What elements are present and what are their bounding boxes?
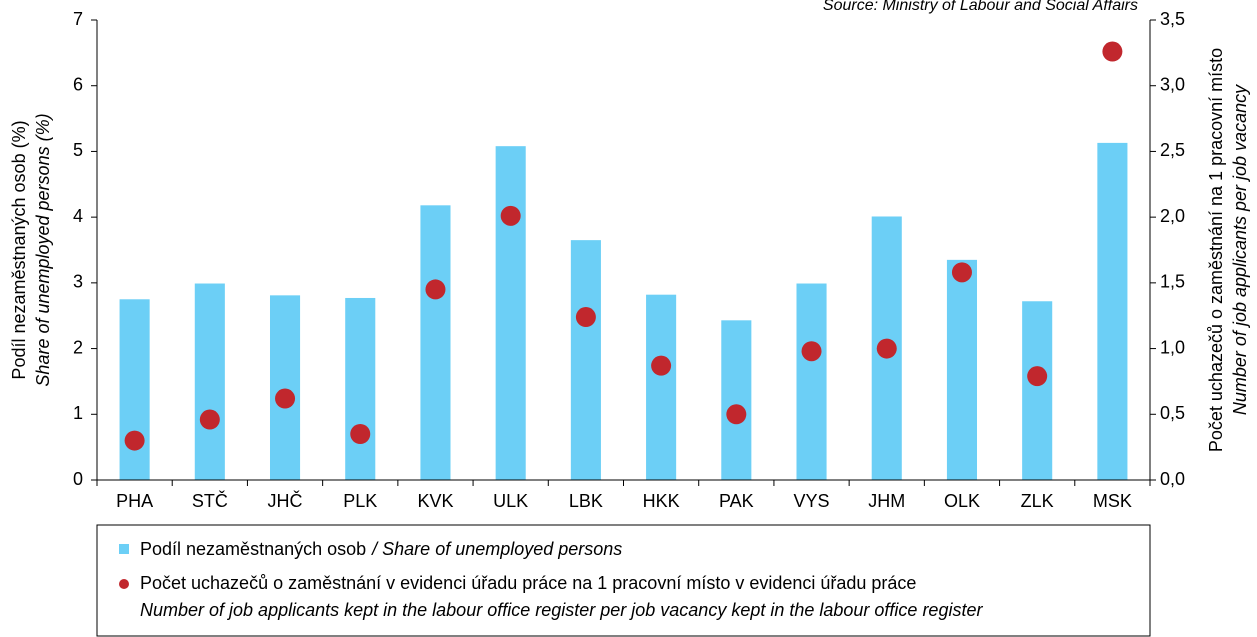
y2-tick-label: 0,5	[1160, 403, 1185, 423]
y-tick-label: 5	[73, 140, 83, 160]
dot	[801, 341, 822, 362]
bar	[646, 294, 677, 480]
x-tick-label: VYS	[794, 491, 830, 511]
bar	[345, 297, 376, 480]
y2-tick-label: 3,0	[1160, 74, 1185, 94]
dot	[350, 424, 371, 444]
bar	[1022, 301, 1053, 480]
dot	[500, 205, 521, 226]
x-tick-label: MSK	[1093, 491, 1132, 511]
dot	[575, 307, 596, 328]
legend-swatch	[119, 544, 129, 554]
bar	[119, 299, 150, 480]
legend-label: Počet uchazečů o zaměstnání v evidenci ú…	[140, 573, 916, 593]
y-tick-label: 7	[73, 9, 83, 29]
x-tick-label: STČ	[192, 490, 228, 511]
y2-tick-label: 2,0	[1160, 206, 1185, 226]
y2-tick-label: 1,5	[1160, 272, 1185, 292]
y-axis-title: Podíl nezaměstnaných osob (%)	[9, 120, 29, 379]
y2-tick-label: 2,5	[1160, 140, 1185, 160]
dot	[876, 338, 897, 359]
legend-marker	[119, 579, 129, 589]
x-tick-label: PLK	[343, 491, 377, 511]
y-tick-label: 0	[73, 469, 83, 489]
x-tick-label: PAK	[719, 491, 754, 511]
x-tick-label: JHM	[868, 491, 905, 511]
x-tick-label: LBK	[569, 491, 603, 511]
bar	[420, 205, 451, 481]
bar	[570, 240, 601, 480]
x-tick-label: ULK	[493, 491, 528, 511]
bar	[194, 283, 225, 480]
y2-axis-title-en: Number of job applicants per job vacancy	[1230, 84, 1250, 415]
dot	[951, 262, 972, 283]
y2-tick-label: 0,0	[1160, 469, 1185, 489]
y-axis-title-en: Share of unemployed persons (%)	[33, 113, 53, 386]
y2-axis-title: Počet uchazečů o zaměstnání na 1 pracovn…	[1206, 48, 1226, 452]
y2-tick-label: 1,0	[1160, 337, 1185, 357]
legend-label-en: / Share of unemployed persons	[370, 539, 622, 559]
y-tick-label: 6	[73, 74, 83, 94]
bar	[495, 146, 526, 480]
x-tick-label: JHČ	[268, 490, 303, 511]
y-tick-label: 3	[73, 272, 83, 292]
dot	[199, 409, 220, 430]
y2-tick-label: 3,5	[1160, 9, 1185, 29]
x-tick-label: OLK	[944, 491, 980, 511]
legend-box	[96, 524, 1151, 637]
bar	[1097, 142, 1128, 480]
bar	[946, 259, 978, 480]
x-tick-label: PHA	[116, 491, 153, 511]
dot	[1102, 41, 1123, 62]
legend-label: Podíl nezaměstnaných osob	[140, 539, 366, 559]
dot	[425, 279, 446, 300]
dot	[275, 388, 296, 409]
x-tick-label: KVK	[417, 491, 453, 511]
x-tick-label: ZLK	[1021, 491, 1054, 511]
bar	[721, 320, 752, 480]
bar	[269, 295, 301, 480]
x-tick-label: HKK	[643, 491, 680, 511]
dot	[124, 430, 145, 451]
legend-label-en: Number of job applicants kept in the lab…	[140, 600, 983, 620]
y-tick-label: 2	[73, 337, 83, 357]
dot	[1027, 366, 1048, 387]
dot	[726, 404, 747, 425]
y-tick-label: 4	[73, 206, 83, 226]
bar	[796, 283, 827, 480]
dot	[651, 355, 672, 376]
y-tick-label: 1	[73, 403, 83, 423]
source: Source: Ministry of Labour and Social Af…	[823, 0, 1138, 14]
